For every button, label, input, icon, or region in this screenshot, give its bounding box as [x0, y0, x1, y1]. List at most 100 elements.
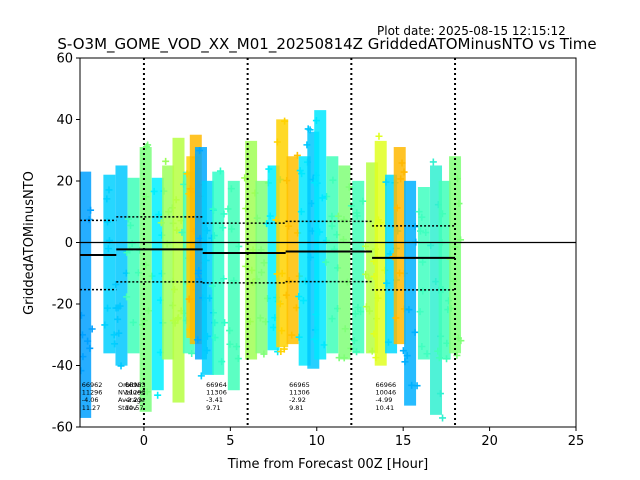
data-cluster: [347, 180, 367, 356]
data-point: [419, 287, 427, 295]
data-point: [194, 270, 202, 278]
data-point: [196, 147, 204, 155]
data-point: [144, 307, 152, 315]
data-cluster: [370, 132, 389, 366]
data-point: [256, 314, 264, 322]
data-point: [418, 342, 426, 350]
data-point: [128, 239, 136, 247]
data-point: [450, 277, 458, 285]
data-point: [155, 210, 163, 218]
plot-date: Plot date: 2025-08-15 12:15:12: [377, 24, 566, 38]
data-cluster: [224, 180, 243, 391]
data-point: [308, 199, 316, 207]
stat-value: -4.06: [82, 396, 99, 404]
data-point: [340, 216, 348, 224]
data-point: [283, 177, 291, 185]
data-point: [228, 225, 236, 233]
cluster-core: [393, 147, 406, 345]
data-point: [298, 170, 306, 178]
y-tick-label: 0: [65, 236, 73, 251]
data-point: [154, 391, 162, 399]
data-point: [374, 216, 382, 224]
stat-value: -3.41: [206, 396, 223, 404]
data-point: [224, 205, 232, 213]
data-point: [178, 228, 186, 236]
data-point: [272, 216, 280, 224]
data-point: [227, 185, 235, 193]
data-point: [80, 367, 85, 375]
cluster-core: [127, 177, 140, 354]
data-point: [278, 269, 286, 277]
data-point: [163, 240, 171, 248]
data-point: [248, 266, 256, 274]
data-point: [370, 257, 378, 265]
data-point: [393, 204, 401, 212]
cluster-core: [374, 140, 387, 366]
cluster-core: [276, 119, 289, 348]
data-point: [188, 349, 196, 357]
data-point: [432, 278, 440, 286]
stat-value: 11.27: [82, 404, 101, 412]
x-tick-label: 20: [481, 434, 498, 449]
cluster-core: [139, 147, 152, 412]
data-point: [142, 261, 150, 269]
cluster-core: [172, 137, 185, 403]
data-point: [220, 210, 228, 218]
data-point: [362, 242, 370, 250]
stat-header-label: NValues: [118, 389, 145, 397]
cluster-core: [352, 180, 365, 354]
data-point: [144, 141, 152, 149]
x-tick-label: 25: [568, 434, 585, 449]
data-point: [281, 117, 289, 125]
data-point: [392, 314, 400, 322]
data-point: [157, 219, 165, 227]
data-point: [405, 306, 413, 314]
stat-header-label: Average: [118, 396, 145, 404]
cluster-core: [404, 180, 417, 406]
y-tick-label: 20: [56, 175, 73, 190]
data-point: [411, 328, 419, 336]
data-point: [288, 331, 296, 339]
data-point: [353, 348, 361, 356]
data-point: [350, 337, 358, 345]
cluster-core: [338, 165, 351, 360]
data-point: [80, 353, 87, 361]
data-cluster: [80, 171, 96, 418]
stat-value: -2.92: [289, 396, 306, 404]
data-point: [438, 210, 446, 218]
data-point: [150, 187, 158, 195]
data-point: [277, 348, 285, 356]
stat-value: 11306: [206, 389, 227, 397]
cluster-core: [201, 180, 214, 375]
data-point: [143, 388, 151, 396]
data-point: [253, 214, 261, 222]
data-point: [169, 317, 177, 325]
data-point: [354, 303, 362, 311]
data-point: [370, 273, 378, 281]
data-point: [383, 279, 391, 287]
data-point: [114, 304, 122, 312]
data-point: [246, 318, 254, 326]
data-point: [139, 321, 147, 329]
cluster-core: [151, 177, 164, 391]
data-point: [233, 343, 241, 351]
stat-value: 66965: [289, 381, 310, 389]
data-point: [295, 333, 303, 341]
chart-title: S-O3M_GOME_VOD_XX_M01_20250814Z GriddedA…: [57, 35, 596, 54]
data-point: [258, 268, 266, 276]
data-point: [219, 224, 227, 232]
stat-value: 66963: [125, 381, 146, 389]
data-point: [127, 221, 135, 229]
data-point: [165, 208, 173, 216]
data-point: [216, 167, 224, 175]
data-point: [104, 304, 112, 312]
data-point: [365, 274, 373, 282]
data-point: [318, 194, 326, 202]
data-point: [399, 347, 407, 355]
data-point: [297, 208, 305, 216]
cluster-core: [255, 180, 268, 354]
data-point: [86, 344, 94, 352]
stat-value: 10.41: [376, 404, 395, 412]
data-point: [220, 275, 228, 283]
data-point: [285, 277, 293, 284]
